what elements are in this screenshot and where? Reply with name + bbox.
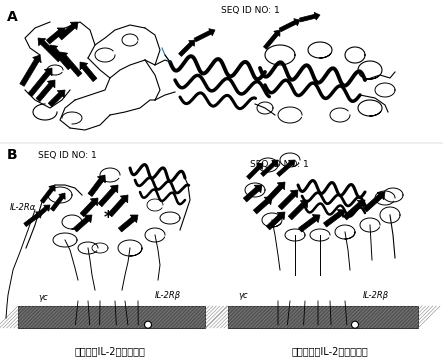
Polygon shape	[130, 215, 138, 223]
Polygon shape	[24, 213, 39, 226]
Polygon shape	[74, 217, 89, 232]
Polygon shape	[260, 162, 276, 176]
Polygon shape	[97, 175, 105, 183]
Polygon shape	[47, 30, 62, 44]
Text: A: A	[7, 10, 18, 24]
Polygon shape	[57, 28, 65, 36]
Polygon shape	[84, 215, 92, 223]
Polygon shape	[52, 48, 72, 69]
Polygon shape	[98, 188, 116, 207]
Circle shape	[144, 321, 152, 328]
Polygon shape	[290, 190, 298, 198]
Polygon shape	[36, 83, 53, 102]
Polygon shape	[33, 55, 41, 63]
Polygon shape	[120, 195, 128, 203]
Polygon shape	[59, 193, 65, 199]
Polygon shape	[51, 196, 63, 211]
Polygon shape	[189, 40, 195, 46]
Polygon shape	[57, 90, 65, 98]
Text: IL-2Rβ: IL-2Rβ	[363, 291, 389, 300]
Polygon shape	[88, 178, 103, 197]
Polygon shape	[288, 202, 306, 220]
Polygon shape	[47, 80, 55, 88]
Polygon shape	[179, 42, 193, 57]
Text: IL-2Rα: IL-2Rα	[10, 202, 36, 211]
Polygon shape	[264, 32, 278, 49]
Polygon shape	[80, 201, 96, 217]
Polygon shape	[363, 194, 382, 212]
Polygon shape	[108, 198, 126, 217]
Text: 高亲和力IL-2受体复合物: 高亲和力IL-2受体复合物	[74, 346, 145, 356]
Polygon shape	[323, 212, 342, 227]
Polygon shape	[20, 59, 39, 86]
Text: B: B	[7, 148, 18, 162]
Polygon shape	[264, 197, 272, 205]
Polygon shape	[194, 31, 211, 42]
Text: γc: γc	[238, 291, 248, 300]
Circle shape	[351, 321, 358, 328]
Polygon shape	[299, 14, 315, 22]
Polygon shape	[343, 202, 362, 220]
Polygon shape	[312, 215, 320, 222]
Polygon shape	[49, 185, 55, 192]
Polygon shape	[62, 55, 82, 77]
Bar	[18, 306, 205, 328]
Polygon shape	[300, 200, 308, 208]
Polygon shape	[314, 12, 320, 20]
Text: SEQ ID NO: 1: SEQ ID NO: 1	[38, 151, 97, 160]
Polygon shape	[50, 45, 58, 53]
Text: IL-2Rβ: IL-2Rβ	[155, 292, 181, 301]
Polygon shape	[38, 38, 46, 46]
Polygon shape	[337, 210, 345, 217]
Text: *: *	[104, 209, 113, 227]
Polygon shape	[58, 24, 75, 40]
Polygon shape	[118, 217, 135, 232]
Polygon shape	[48, 93, 62, 107]
Polygon shape	[299, 217, 317, 232]
Polygon shape	[357, 200, 365, 208]
Polygon shape	[278, 193, 295, 210]
Polygon shape	[266, 214, 282, 230]
Polygon shape	[209, 29, 215, 36]
Polygon shape	[28, 71, 50, 96]
Polygon shape	[247, 165, 261, 179]
Polygon shape	[277, 162, 292, 176]
Polygon shape	[266, 185, 283, 202]
Polygon shape	[43, 205, 50, 211]
Polygon shape	[256, 163, 263, 169]
Text: SEQ ID NO: 1: SEQ ID NO: 1	[221, 6, 280, 15]
Polygon shape	[254, 185, 262, 193]
Polygon shape	[243, 187, 259, 202]
Text: γc: γc	[38, 293, 48, 302]
Polygon shape	[70, 22, 78, 30]
Polygon shape	[277, 182, 285, 190]
Text: SEQ ID NO: 1: SEQ ID NO: 1	[250, 160, 309, 169]
Polygon shape	[274, 30, 280, 36]
Polygon shape	[90, 198, 98, 206]
Polygon shape	[288, 160, 295, 166]
Polygon shape	[40, 40, 62, 62]
Polygon shape	[82, 65, 97, 82]
Polygon shape	[44, 68, 52, 76]
Polygon shape	[35, 212, 42, 218]
Polygon shape	[110, 185, 118, 193]
Text: 中等亲和力IL-2受体复合物: 中等亲和力IL-2受体复合物	[291, 346, 369, 356]
Polygon shape	[279, 21, 296, 32]
Polygon shape	[40, 188, 54, 203]
Polygon shape	[377, 192, 385, 200]
Polygon shape	[253, 199, 269, 214]
Polygon shape	[294, 19, 300, 26]
Polygon shape	[272, 160, 278, 166]
Polygon shape	[34, 207, 47, 220]
Polygon shape	[277, 212, 285, 220]
Polygon shape	[60, 52, 68, 60]
Polygon shape	[80, 62, 88, 70]
Bar	[228, 306, 418, 328]
